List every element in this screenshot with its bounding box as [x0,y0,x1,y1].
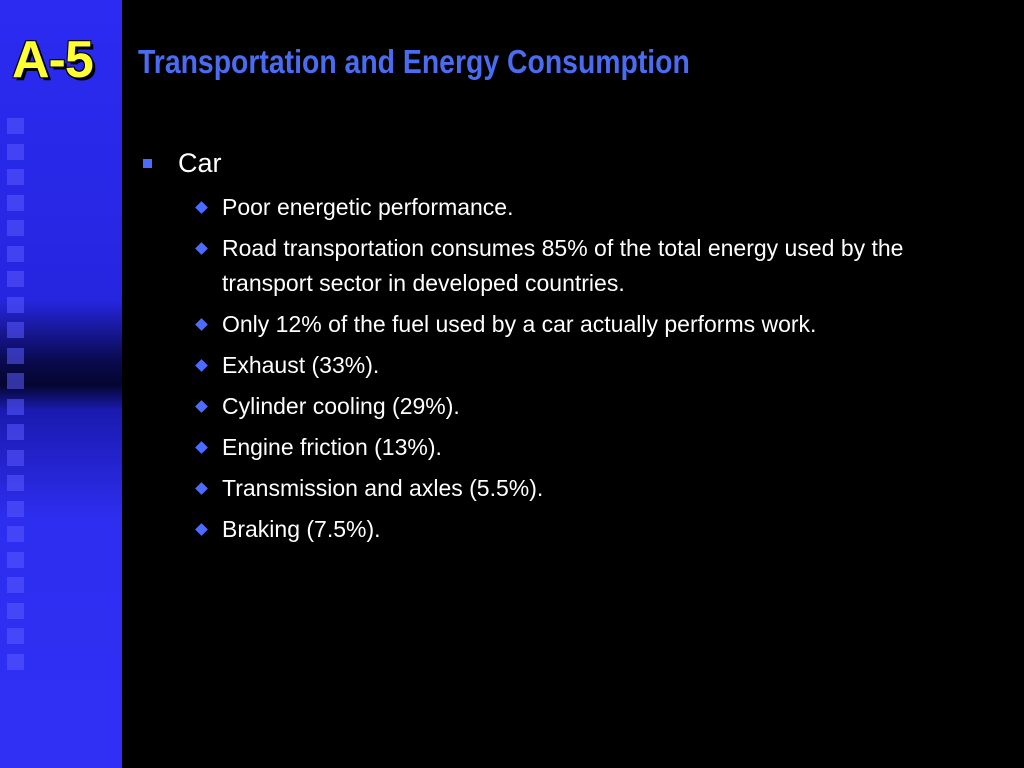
left-decorative-band [0,0,122,768]
decorative-square [7,602,24,619]
decorative-square [7,551,24,568]
sub-bullet-text: Poor energetic performance. [222,194,514,220]
decorative-square [7,653,24,670]
decorative-square [7,449,24,466]
decorative-square [7,220,24,236]
decorative-square [7,500,24,517]
diamond-bullet-icon [195,359,208,372]
square-bullet-icon [143,159,152,168]
decorative-squares [7,118,27,678]
decorative-square [7,398,24,415]
sub-bullet-text: Engine friction (13%). [222,434,442,460]
sub-bullet-item: Exhaust (33%). [140,348,1000,383]
sub-bullet-item: Braking (7.5%). [140,512,1000,547]
sub-bullet-text: Transmission and axles (5.5%). [222,475,544,501]
diamond-bullet-icon [195,523,208,536]
sub-bullet-item: Road transportation consumes 85% of the … [140,231,1000,301]
bullet-item-car: Car [140,144,1000,182]
decorative-square [7,245,24,262]
decorative-square [7,373,24,389]
diamond-bullet-icon [195,201,208,214]
sub-bullet-text: Braking (7.5%). [222,516,381,542]
diamond-bullet-icon [195,242,208,255]
decorative-square [7,526,24,542]
slide-title: Transportation and Energy Consumption [138,43,690,80]
decorative-square [7,118,24,134]
sub-bullet-item: Only 12% of the fuel used by a car actua… [140,307,1000,342]
decorative-square [7,322,24,338]
bullet-text: Car [178,148,222,178]
diamond-bullet-icon [195,482,208,495]
decorative-square [7,347,24,364]
sub-bullet-text: Road transportation consumes 85% of the … [222,235,904,296]
sub-bullet-item: Poor energetic performance. [140,190,1000,225]
decorative-square [7,628,24,644]
decorative-square [7,577,24,593]
diamond-bullet-icon [195,441,208,454]
decorative-square [7,271,24,287]
sub-bullet-text: Exhaust (33%). [222,352,380,378]
sub-bullet-text: Only 12% of the fuel used by a car actua… [222,311,817,337]
diamond-bullet-icon [195,400,208,413]
decorative-square [7,296,24,313]
slide-number-badge: A-5 [12,31,94,89]
decorative-square [7,169,24,185]
diamond-bullet-icon [195,318,208,331]
bullet-list: Car Poor energetic performance. Road tra… [140,144,1000,553]
decorative-square [7,194,24,211]
sub-bullet-text: Cylinder cooling (29%). [222,393,460,419]
sub-bullet-item: Engine friction (13%). [140,430,1000,465]
decorative-square [7,143,24,160]
sub-bullet-item: Cylinder cooling (29%). [140,389,1000,424]
decorative-square [7,424,24,440]
sub-bullet-item: Transmission and axles (5.5%). [140,471,1000,506]
decorative-square [7,475,24,491]
